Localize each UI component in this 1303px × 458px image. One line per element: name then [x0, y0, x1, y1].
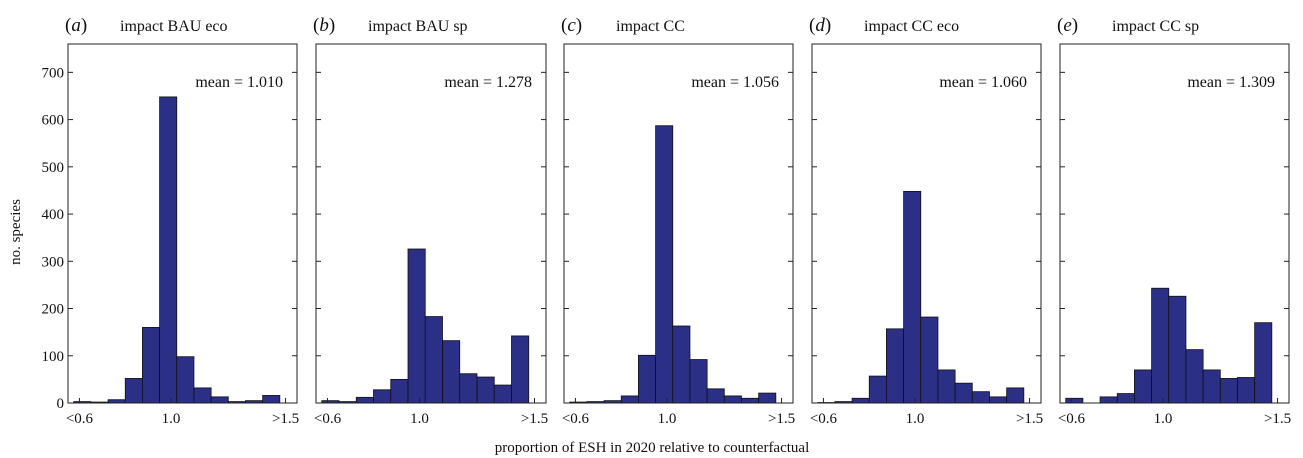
histogram-bar: [124, 378, 143, 404]
histogram-bar: [1254, 322, 1273, 404]
y-tick-label: 200: [42, 302, 65, 318]
mean-annotation: mean = 1.056: [691, 74, 779, 91]
x-axis-label: proportion of ESH in 2020 relative to co…: [495, 440, 810, 456]
x-tick-label: 1.0: [906, 411, 925, 427]
histogram-bar: [920, 316, 939, 404]
panel-title: impact CC eco: [864, 18, 959, 35]
histogram-bar: [424, 316, 443, 404]
histogram-bar: [706, 388, 725, 404]
x-tick-label: 1.0: [410, 411, 429, 427]
histogram-bar: [159, 96, 178, 404]
panel-letter: (d): [809, 15, 831, 36]
x-tick-label: >1.5: [768, 411, 795, 427]
histogram-bar: [741, 397, 760, 404]
mean-annotation: mean = 1.010: [195, 74, 283, 91]
panel-a: 0 100 200 300 400 500 600 700 <0.6 1.0 >1.5 (a) impa…: [42, 15, 300, 427]
x-tick-label: 1.0: [1154, 411, 1173, 427]
panel-title: impact BAU eco: [120, 18, 228, 35]
histogram-bar: [954, 382, 973, 404]
panel-title: impact CC sp: [1112, 18, 1199, 35]
x-tick-label: <0.6: [66, 411, 94, 427]
histogram-bar: [851, 397, 870, 404]
histogram-bar: [937, 369, 956, 404]
histogram-bar: [459, 373, 478, 404]
x-tick-label: >1.5: [1016, 411, 1043, 427]
histogram-bar: [262, 395, 281, 404]
histogram-bar: [442, 340, 461, 404]
y-tick-label: 700: [42, 65, 65, 81]
plot-frame: [315, 43, 547, 404]
mean-annotation: mean = 1.060: [939, 74, 1027, 91]
histogram-bar: [1006, 387, 1025, 404]
y-tick-label: 400: [42, 207, 65, 223]
x-tick-label: >1.5: [521, 411, 548, 427]
histogram-bar: [511, 335, 530, 404]
x-tick-label: 1.0: [658, 411, 677, 427]
histogram-bar: [868, 375, 887, 404]
histogram-bar: [989, 396, 1008, 404]
histogram-bar: [886, 328, 904, 404]
histogram-bar: [638, 354, 656, 404]
y-tick-label: 300: [42, 254, 65, 270]
histogram-bar: [407, 248, 426, 404]
panel-e: <0.6 1.0 >1.5 (e) impact CC sp mean = 1.309: [1057, 15, 1291, 427]
y-tick-label: 600: [42, 113, 65, 129]
panel-letter: (a): [65, 15, 87, 36]
histogram-bar: [1185, 349, 1204, 404]
histogram-bar: [390, 378, 409, 404]
histogram-bar: [493, 384, 512, 404]
mean-annotation: mean = 1.278: [444, 74, 532, 91]
histogram-bar: [758, 392, 777, 404]
x-tick-label: <0.6: [562, 411, 590, 427]
histogram-bar: [903, 190, 922, 404]
histogram-bar: [1116, 393, 1135, 404]
y-axis-label: no. species: [8, 199, 24, 265]
histogram-bar: [1099, 396, 1118, 404]
plot-frame: [1059, 43, 1290, 404]
panel-b: <0.6 1.0 >1.5 (b) impact BAU sp mean = 1.278: [313, 15, 548, 427]
histogram-bar: [672, 325, 691, 404]
histogram-bar: [1168, 295, 1187, 404]
histogram-bar: [1134, 369, 1153, 404]
histogram-bar: [373, 389, 392, 404]
x-tick-label: >1.5: [272, 411, 299, 427]
histogram-bar: [689, 359, 708, 404]
mean-annotation: mean = 1.309: [1187, 74, 1275, 91]
histogram-bar: [1151, 287, 1170, 404]
panel-c: <0.6 1.0 >1.5 (c) impact CC mean = 1.056: [561, 15, 795, 427]
x-tick-label: <0.6: [810, 411, 838, 427]
histogram-bar: [1237, 377, 1256, 404]
plot-frame: [67, 43, 298, 404]
histogram-bar: [1202, 369, 1221, 404]
histogram-bar: [176, 356, 195, 404]
x-tick-label: <0.6: [1058, 411, 1086, 427]
y-tick-label: 0: [57, 396, 65, 412]
x-tick-label: <0.6: [314, 411, 342, 427]
panel-d: <0.6 1.0 >1.5 (d) impact CC eco mean = 1.060: [809, 15, 1043, 427]
histogram-panels: 0 100 200 300 400 500 600 700 <0.6 1.0 >1.5 (a) impa…: [42, 15, 1292, 427]
panel-letter: (b): [313, 15, 335, 36]
histogram-bar: [1065, 397, 1084, 404]
histogram-bar: [620, 395, 639, 404]
histogram-bar: [210, 396, 229, 404]
x-tick-label: 1.0: [162, 411, 181, 427]
panel-letter: (e): [1057, 15, 1078, 36]
panel-title: impact CC: [616, 18, 685, 35]
histogram-bar: [971, 391, 990, 404]
histogram-bar: [1219, 378, 1238, 404]
histogram-bar: [723, 395, 742, 404]
plot-frame: [563, 43, 794, 404]
y-tick-label: 500: [42, 160, 65, 176]
histogram-bar: [355, 396, 374, 404]
histogram-bar: [655, 125, 674, 404]
plot-frame: [811, 43, 1042, 404]
panel-letter: (c): [561, 15, 582, 36]
histogram-bar: [142, 327, 161, 404]
y-tick-label: 100: [42, 349, 65, 365]
histogram-bar: [193, 387, 212, 404]
x-tick-label: >1.5: [1264, 411, 1291, 427]
histogram-bar: [476, 376, 495, 404]
panel-title: impact BAU sp: [368, 18, 468, 35]
